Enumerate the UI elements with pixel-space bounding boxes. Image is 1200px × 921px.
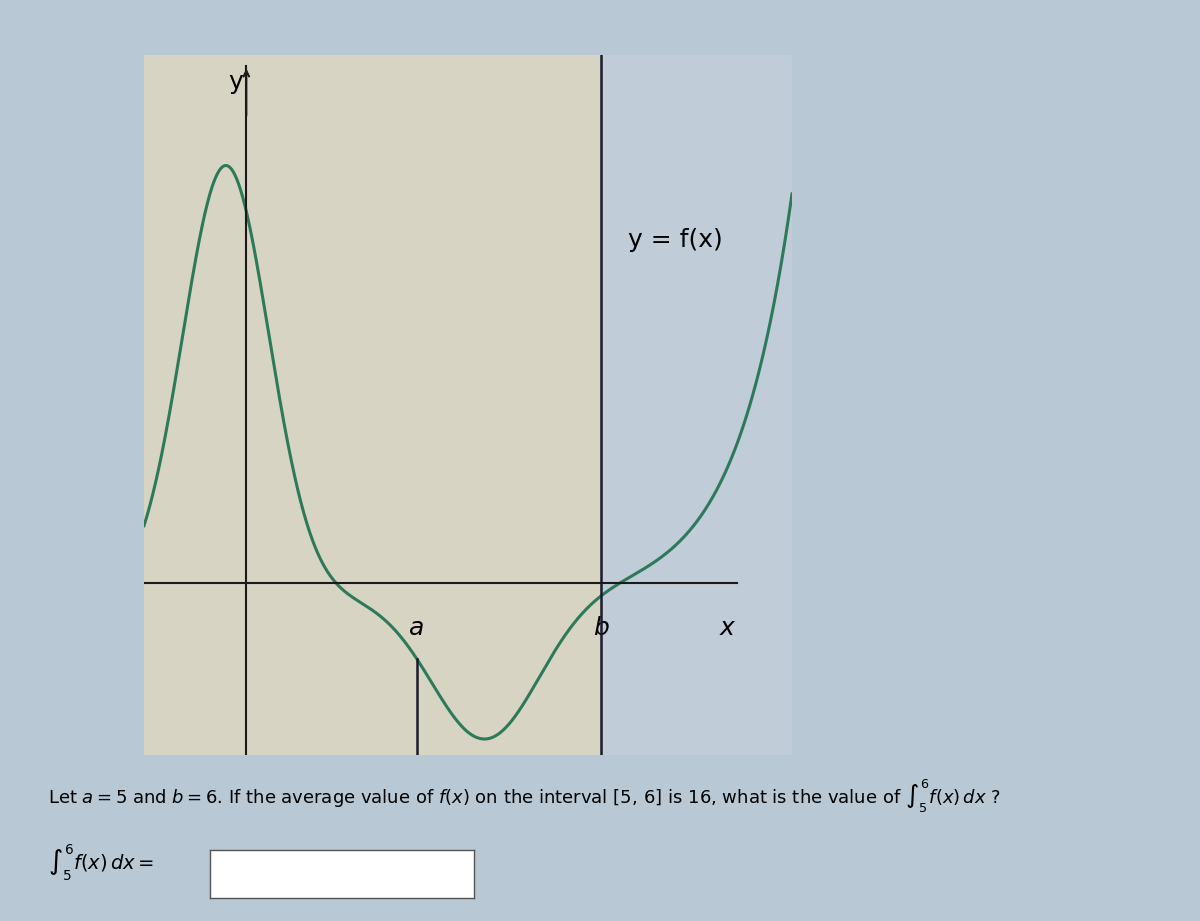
Text: b: b <box>593 616 608 640</box>
Text: y: y <box>228 70 242 94</box>
Text: $\int_5^6 f(x)\,dx =$: $\int_5^6 f(x)\,dx =$ <box>48 843 155 883</box>
Text: y = f(x): y = f(x) <box>629 227 724 251</box>
Text: x: x <box>719 616 734 640</box>
Text: Let $a = 5$ and $b = 6$. If the average value of $f(x)$ on the interval $[5,\,6]: Let $a = 5$ and $b = 6$. If the average … <box>48 778 1001 815</box>
Text: a: a <box>409 616 425 640</box>
Polygon shape <box>144 55 601 755</box>
Polygon shape <box>601 55 792 755</box>
